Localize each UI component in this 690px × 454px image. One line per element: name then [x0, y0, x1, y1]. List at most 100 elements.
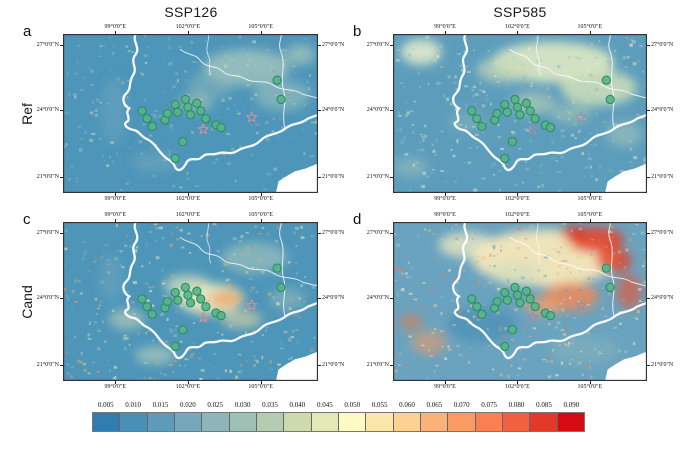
column-title-ssp585: SSP585 [493, 4, 547, 20]
star-marker [526, 122, 539, 135]
tick-mark [445, 193, 447, 196]
colorbar-value: 0.075 [481, 401, 498, 409]
lon-tick-label: 105°0'0"E [577, 196, 603, 202]
tick-mark [647, 177, 650, 179]
colorbar-value: 0.090 [563, 401, 580, 409]
tick-mark [647, 365, 650, 367]
lat-tick-label: 21°0'0"N [322, 174, 345, 181]
sample-points [137, 263, 286, 352]
colorbar-segment [202, 413, 230, 431]
tick-mark [647, 45, 650, 47]
tick-mark [517, 381, 519, 384]
tick-mark [318, 177, 321, 179]
lon-tick-label: 99°0'0"E [104, 196, 127, 202]
lon-tick-label: 102°0'0"E [505, 384, 530, 390]
tick-mark [445, 381, 447, 384]
panel-letter-b: b [353, 23, 362, 40]
tick-mark [318, 233, 321, 235]
lon-tick-label: 102°0'0"E [505, 196, 530, 202]
lat-tick-label: 24°0'0"N [322, 295, 345, 302]
colorbar-value: 0.065 [426, 401, 443, 409]
panel-letter-c: c [23, 211, 31, 228]
colorbar-segment [366, 413, 394, 431]
lon-tick-label: 105°0'0"E [248, 24, 273, 30]
tick-mark [115, 381, 117, 384]
star-marker [526, 310, 539, 323]
lat-tick-label: 21°0'0"N [366, 174, 389, 181]
tick-mark [445, 31, 447, 34]
colorbar-segment [311, 413, 339, 431]
lat-tick-label: 24°0'0"N [366, 295, 389, 302]
map-raster-a [63, 34, 318, 193]
tick-mark [517, 219, 519, 222]
lon-tick-label: 102°0'0"E [175, 24, 201, 30]
tick-mark [647, 110, 650, 112]
tick-mark [390, 45, 393, 47]
lat-tick-label: 24°0'0"N [36, 295, 59, 302]
colorbar-value: 0.010 [125, 401, 141, 409]
lon-tick-label: 99°0'0"E [104, 24, 127, 30]
lat-tick-label: 27°0'0"N [322, 230, 345, 237]
colorbar-value: 0.035 [262, 401, 278, 409]
colorbar-value: 0.025 [207, 401, 224, 409]
colorbar-segment [448, 413, 476, 431]
colorbar: 0.005 0.010 0.015 0.020 0.025 0.030 0.035 0.040… [92, 401, 585, 432]
tick-mark [390, 365, 393, 367]
star-marker [245, 298, 258, 311]
tick-mark [589, 31, 591, 34]
lat-tick-label: 24°0'0"N [651, 107, 674, 114]
tick-mark [318, 45, 321, 47]
colorbar-segment [256, 413, 285, 431]
lon-tick-label: 102°0'0"E [505, 24, 530, 30]
lon-tick-label: 105°0'0"E [248, 212, 273, 218]
colorbar-value: 0.015 [152, 401, 169, 409]
tick-mark [260, 31, 262, 34]
tick-mark [390, 177, 393, 179]
tick-mark [589, 219, 591, 222]
tick-mark [390, 233, 393, 235]
lon-tick-label: 102°0'0"E [175, 212, 201, 218]
lon-tick-label: 99°0'0"E [104, 212, 127, 218]
tick-mark [187, 381, 189, 384]
map-panel-b [393, 34, 647, 193]
colorbar-value: 0.045 [316, 401, 333, 409]
tick-mark [318, 365, 321, 367]
sample-points [467, 75, 615, 164]
lat-tick-label: 21°0'0"N [366, 362, 389, 369]
tick-mark [115, 31, 117, 34]
tick-mark [60, 233, 63, 235]
star-marker [574, 110, 588, 123]
colorbar-swatches [92, 412, 585, 432]
panel-letter-a: a [23, 23, 32, 40]
colorbar-value: 0.055 [371, 401, 388, 409]
colorbar-value: 0.005 [97, 401, 114, 409]
colorbar-segment [93, 413, 121, 431]
star-marker [196, 310, 210, 323]
lon-tick-label: 99°0'0"E [434, 212, 456, 218]
colorbar-value: 0.080 [508, 401, 525, 409]
colorbar-value: 0.020 [179, 401, 196, 409]
lat-tick-label: 24°0'0"N [651, 295, 674, 302]
tick-mark [517, 31, 519, 34]
colorbar-value: 0.070 [453, 401, 470, 409]
tick-mark [115, 193, 117, 196]
colorbar-segment [530, 413, 558, 431]
sample-points [137, 75, 286, 164]
lon-tick-label: 99°0'0"E [434, 196, 456, 202]
colorbar-segment [120, 413, 148, 431]
lat-tick-label: 27°0'0"N [322, 42, 345, 49]
sample-points [467, 263, 615, 352]
tick-mark [589, 381, 591, 384]
lon-tick-label: 99°0'0"E [434, 24, 456, 30]
tick-mark [260, 381, 262, 384]
lon-tick-label: 105°0'0"E [577, 212, 603, 218]
tick-mark [390, 298, 393, 300]
lat-tick-label: 24°0'0"N [366, 107, 389, 114]
map-panel-d [393, 222, 647, 381]
colorbar-segment [284, 413, 312, 431]
lat-tick-label: 21°0'0"N [36, 174, 59, 181]
tick-mark [60, 45, 63, 47]
lat-tick-label: 21°0'0"N [651, 362, 674, 369]
tick-mark [589, 193, 591, 196]
